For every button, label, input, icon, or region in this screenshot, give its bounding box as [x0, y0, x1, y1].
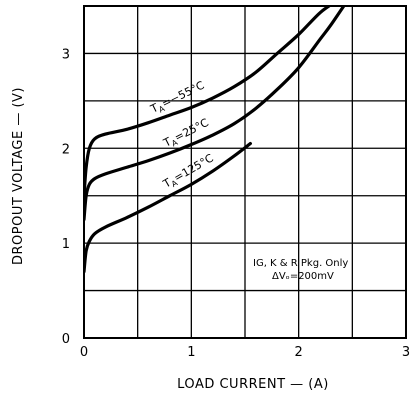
tick-labels: 0 1 2 3 0 1 2 3 — [62, 47, 410, 360]
plot-frame — [83, 5, 407, 339]
y-tick-label: 1 — [62, 237, 70, 252]
series-line-2 — [84, 141, 252, 274]
y-tick-label: 3 — [62, 47, 70, 62]
note-line-2: ΔVₒ=200mV — [272, 271, 334, 282]
x-tick-label: 3 — [402, 345, 410, 360]
x-tick-label: 1 — [187, 345, 195, 360]
series-line-1 — [84, 6, 346, 222]
note-line-1: IG, K & R Pkg. Only — [253, 258, 348, 269]
y-axis-label: DROPOUT VOLTAGE — (V) — [11, 87, 26, 265]
series-line-0 — [84, 6, 332, 198]
series-group — [84, 6, 346, 274]
x-tick-label: 2 — [295, 345, 303, 360]
y-tick-label: 0 — [62, 332, 70, 347]
grid — [84, 6, 406, 338]
x-axis-label: LOAD CURRENT — (A) — [177, 377, 329, 392]
y-tick-label: 2 — [62, 142, 70, 157]
x-tick-label: 0 — [80, 345, 88, 360]
